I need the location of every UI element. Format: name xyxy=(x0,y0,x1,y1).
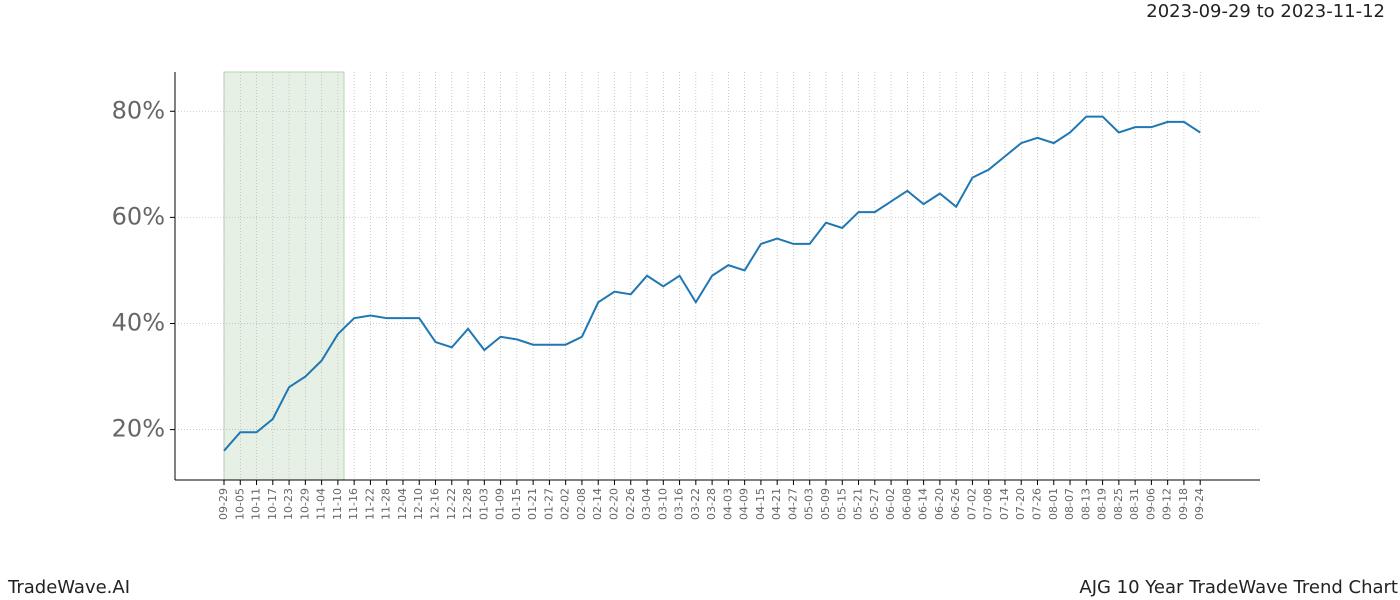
x-tick-label: 12-10 xyxy=(412,488,425,520)
x-tick-label: 02-20 xyxy=(607,488,620,520)
y-tick-label: 20% xyxy=(112,415,165,443)
x-tick-label: 04-09 xyxy=(738,488,751,520)
x-tick-label: 01-27 xyxy=(542,488,555,520)
x-tick-label: 05-09 xyxy=(819,488,832,520)
x-tick-label: 06-14 xyxy=(917,488,930,520)
highlight-region xyxy=(223,71,345,481)
y-tick-label: 80% xyxy=(112,96,165,124)
x-tick-label: 10-11 xyxy=(250,488,263,520)
x-tick-label: 11-22 xyxy=(363,488,376,520)
x-tick-label: 11-04 xyxy=(315,488,328,520)
x-tick-label: 08-13 xyxy=(1079,488,1092,520)
x-tick-label: 01-09 xyxy=(494,488,507,520)
x-tick-label: 08-31 xyxy=(1128,488,1141,520)
x-tick-label: 12-22 xyxy=(445,488,458,520)
x-tick-label: 03-04 xyxy=(640,488,653,520)
x-tick-label: 03-16 xyxy=(673,488,686,520)
x-tick-label: 06-20 xyxy=(933,488,946,520)
x-tick-label: 06-26 xyxy=(949,488,962,520)
x-tick-label: 03-28 xyxy=(705,488,718,520)
x-tick-label: 12-28 xyxy=(461,488,474,520)
x-tick-label: 07-26 xyxy=(1031,488,1044,520)
x-tick-label: 05-03 xyxy=(803,488,816,520)
x-tick-label: 09-06 xyxy=(1144,488,1157,520)
x-tick-label: 03-22 xyxy=(689,488,702,520)
x-tick-label: 04-03 xyxy=(721,488,734,520)
x-tick-label: 01-15 xyxy=(510,488,523,520)
x-tick-label: 08-01 xyxy=(1047,488,1060,520)
x-tick-label: 11-10 xyxy=(331,488,344,520)
x-tick-label: 08-25 xyxy=(1112,488,1125,520)
x-tick-label: 08-07 xyxy=(1063,488,1076,520)
x-tick-label: 10-23 xyxy=(282,488,295,520)
y-tick-label: 60% xyxy=(112,202,165,230)
x-tick-label: 02-14 xyxy=(591,488,604,520)
x-tick-label: 12-16 xyxy=(429,488,442,520)
x-tick-label: 09-18 xyxy=(1177,488,1190,520)
x-tick-label: 02-26 xyxy=(624,488,637,520)
footer-right: AJG 10 Year TradeWave Trend Chart xyxy=(1079,577,1398,598)
chart-title: 2023-09-29 to 2023-11-12 xyxy=(1146,1,1385,22)
x-tick-label: 04-15 xyxy=(754,488,767,520)
x-tick-label: 07-08 xyxy=(982,488,995,520)
x-tick-label: 10-17 xyxy=(266,488,279,520)
x-tick-label: 01-03 xyxy=(477,488,490,520)
x-tick-label: 07-20 xyxy=(1014,488,1027,520)
x-tick-label: 04-21 xyxy=(770,488,783,520)
x-tick-label: 10-29 xyxy=(298,488,311,520)
x-tick-label: 08-19 xyxy=(1096,488,1109,520)
x-tick-label: 03-10 xyxy=(656,488,669,520)
x-tick-label: 04-27 xyxy=(786,488,799,520)
x-tick-label: 07-14 xyxy=(998,488,1011,520)
y-tick-label: 40% xyxy=(112,308,165,336)
x-tick-label: 09-12 xyxy=(1161,488,1174,520)
x-tick-label: 06-08 xyxy=(900,488,913,520)
x-tick-label: 02-02 xyxy=(559,488,572,520)
x-tick-label: 09-29 xyxy=(217,488,230,520)
x-tick-label: 07-02 xyxy=(965,488,978,520)
footer-left: TradeWave.AI xyxy=(7,577,130,598)
x-tick-label: 06-02 xyxy=(884,488,897,520)
x-tick-label: 10-05 xyxy=(233,488,246,520)
x-tick-label: 11-16 xyxy=(347,488,360,520)
x-tick-label: 11-28 xyxy=(380,488,393,520)
x-tick-label: 09-24 xyxy=(1193,488,1206,520)
x-tick-label: 05-15 xyxy=(835,488,848,520)
x-tick-label: 05-27 xyxy=(868,488,881,520)
x-tick-label: 01-21 xyxy=(526,488,539,520)
trend-line xyxy=(223,115,1201,452)
x-tick-label: 05-21 xyxy=(852,488,865,520)
x-tick-label: 12-04 xyxy=(396,488,409,520)
x-tick-label: 02-08 xyxy=(575,488,588,520)
